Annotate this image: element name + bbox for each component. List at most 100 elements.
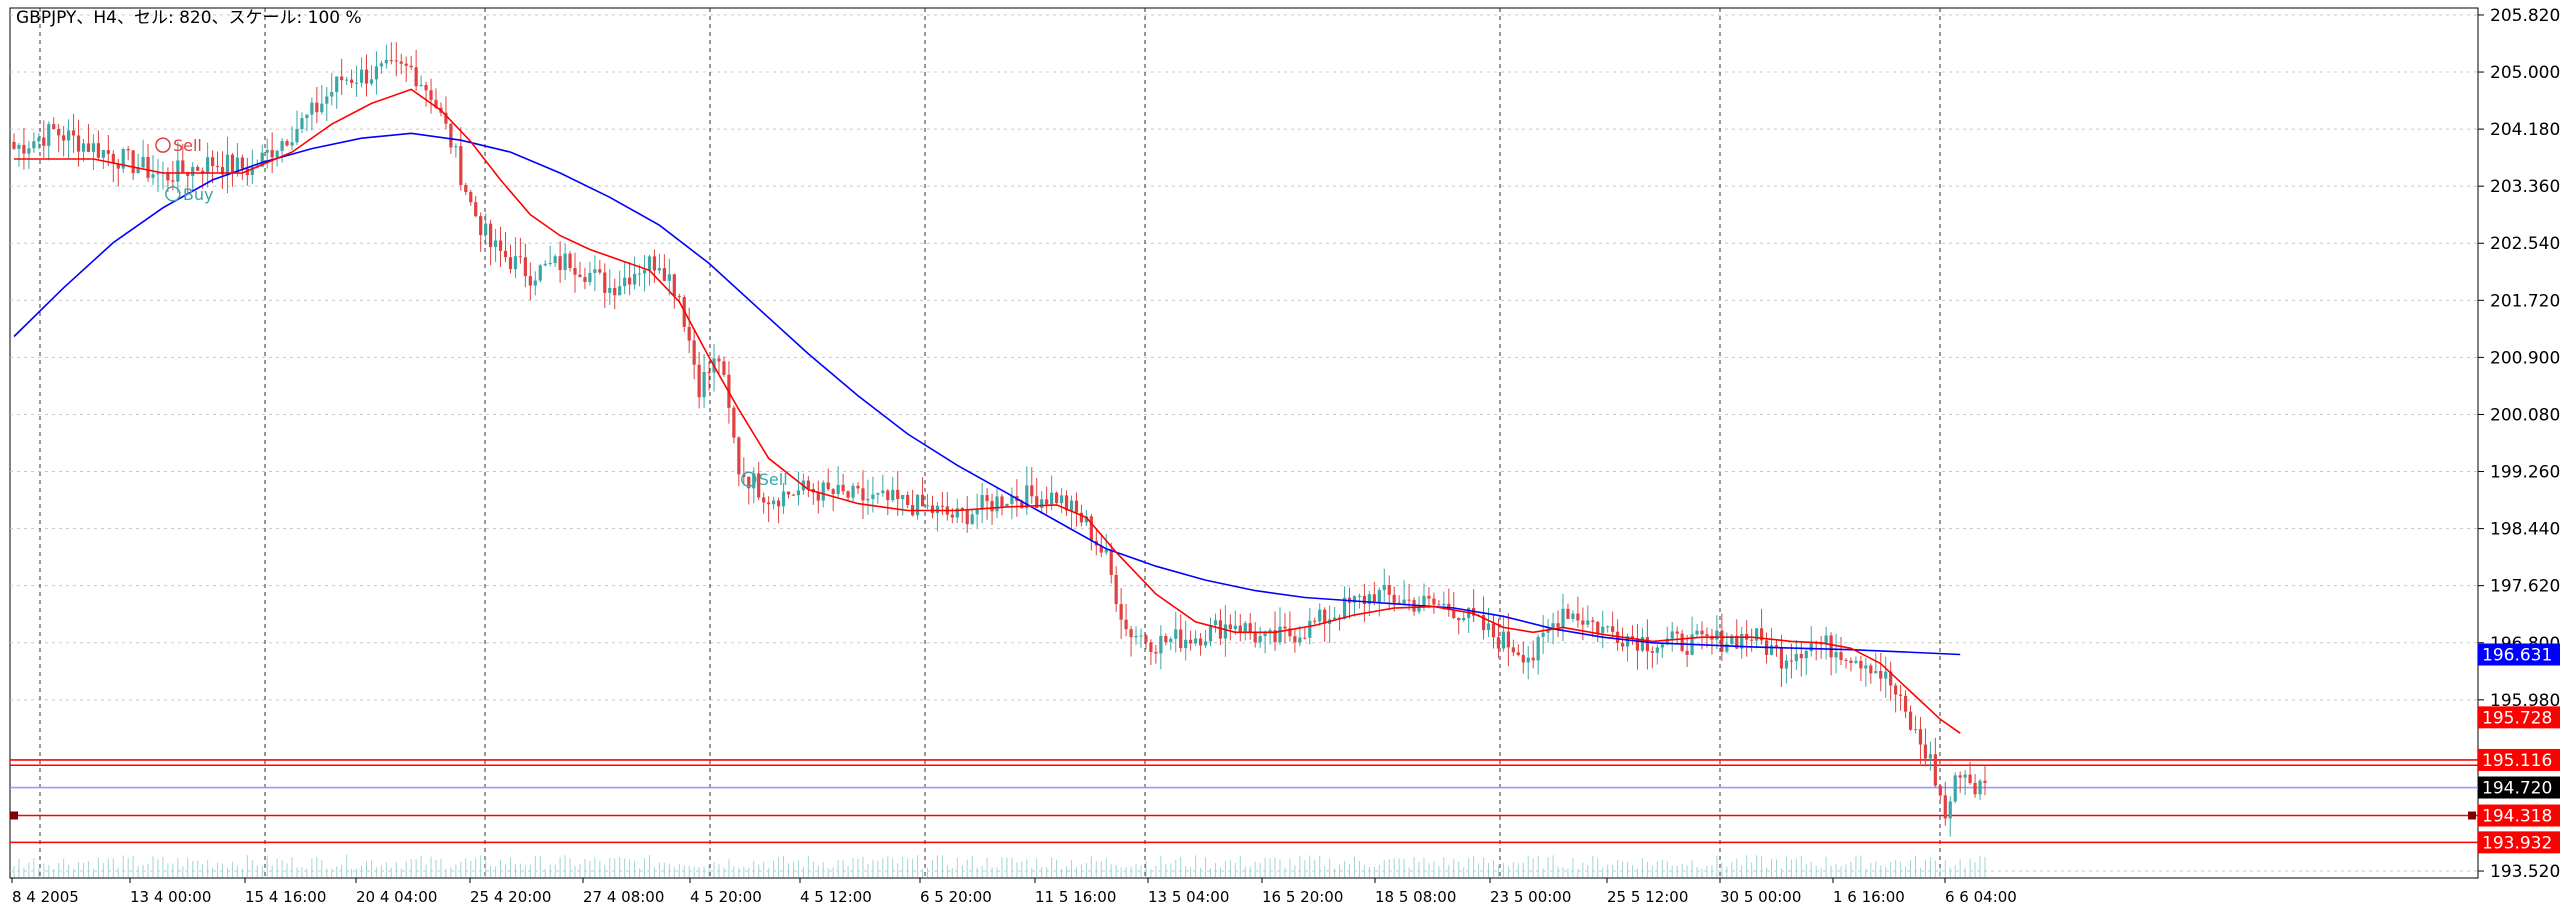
candle-body [1789, 660, 1793, 662]
candle-body [732, 407, 736, 438]
candle-body [181, 160, 185, 173]
candle-body [1194, 638, 1198, 644]
date-tick-label-5: 27 4 08:00 [583, 888, 664, 906]
candle-body [493, 240, 498, 248]
candle-body [573, 268, 577, 275]
candle-body [1005, 503, 1009, 507]
candle-body [315, 102, 319, 113]
candle-body [1308, 620, 1312, 638]
candle-body [871, 494, 875, 499]
candle-body [1596, 621, 1600, 634]
date-tick-label-16: 1 6 16:00 [1833, 888, 1905, 906]
signal-marker-2 [741, 471, 757, 487]
candle-body [1050, 492, 1054, 505]
signals-layer: Sell Buy Sell [155, 136, 788, 489]
candle-body [533, 280, 537, 286]
candle-body [1516, 652, 1520, 656]
candle-body [1422, 595, 1426, 606]
candle-body [17, 144, 21, 149]
candle-body [915, 494, 920, 516]
candle-body [806, 480, 810, 489]
candle-body [1457, 618, 1461, 621]
candle-body [901, 494, 905, 500]
candle-body [1248, 623, 1252, 633]
candle-body [1054, 492, 1059, 504]
candle-body [1705, 634, 1709, 636]
candle-body [1794, 653, 1798, 662]
candle-body [1869, 665, 1873, 674]
candle-body [1680, 633, 1684, 651]
candle-body [831, 489, 835, 495]
date-tick-label-1: 13 4 00:00 [130, 888, 211, 906]
candle-body [538, 265, 542, 281]
candle-body [1849, 660, 1853, 663]
candle-body [1874, 670, 1878, 674]
candle-body [1740, 634, 1744, 649]
candle-body [1000, 496, 1004, 507]
candle-body [27, 148, 31, 154]
price-tick-label-4: 202.540 [2490, 234, 2560, 254]
candle-body [1223, 624, 1227, 639]
candle-body [67, 130, 71, 141]
candle-body [1189, 639, 1193, 644]
candle-body [1382, 585, 1386, 591]
candle-body [1362, 595, 1367, 605]
candle-body [141, 156, 145, 168]
candle-body [1784, 660, 1789, 669]
candle-body [1064, 495, 1069, 511]
candle-body [1164, 635, 1168, 643]
candle-body [578, 274, 582, 278]
candle-body [1333, 617, 1337, 620]
candle-body [275, 150, 279, 158]
candle-body [1730, 635, 1734, 644]
candle-body [1427, 595, 1431, 599]
candle-body [518, 256, 523, 258]
candle-body [1526, 657, 1530, 663]
candle-body [57, 129, 61, 136]
candle-body [1243, 623, 1247, 632]
candle-body [22, 144, 26, 154]
candle-body [12, 141, 16, 149]
price-tick-label-1: 205.000 [2490, 63, 2560, 83]
candle-body [1293, 636, 1297, 643]
candle-body [76, 135, 81, 152]
candle-body [498, 240, 503, 251]
date-tick-label-3: 20 4 04:00 [356, 888, 437, 906]
candle-body [1352, 596, 1357, 603]
candle-body [950, 514, 954, 518]
candle-body [235, 157, 240, 173]
candle-body [677, 296, 681, 298]
candle-body [1035, 496, 1039, 508]
candle-body [816, 492, 820, 501]
candle-body [1258, 636, 1262, 643]
candle-body [1571, 613, 1575, 619]
candle-body [1084, 516, 1088, 523]
candle-body [632, 273, 637, 285]
candle-body [176, 160, 180, 182]
candle-body [1620, 642, 1625, 647]
candle-body [1402, 599, 1406, 604]
candle-body [523, 257, 527, 277]
price-tick-label-5: 201.720 [2490, 291, 2560, 311]
candle-body [1655, 647, 1659, 653]
price-tick-label-7: 200.080 [2490, 405, 2560, 425]
candle-body [359, 69, 364, 83]
candle-body [1700, 630, 1704, 635]
candle-body [667, 274, 671, 281]
candle-body [1208, 625, 1213, 642]
date-tick-label-15: 30 5 00:00 [1720, 888, 1801, 906]
candle-body [1695, 630, 1699, 635]
candle-body [692, 340, 696, 365]
candle-body [1407, 599, 1411, 601]
candle-body [558, 256, 562, 271]
candle-body [474, 202, 478, 217]
candle-body [1149, 642, 1153, 652]
candle-body [603, 272, 607, 293]
candle-body [1943, 795, 1947, 819]
date-tick-label-12: 18 5 08:00 [1375, 888, 1456, 906]
candle-body [1442, 603, 1446, 606]
candle-body [1859, 660, 1863, 669]
candle-body [930, 505, 935, 514]
